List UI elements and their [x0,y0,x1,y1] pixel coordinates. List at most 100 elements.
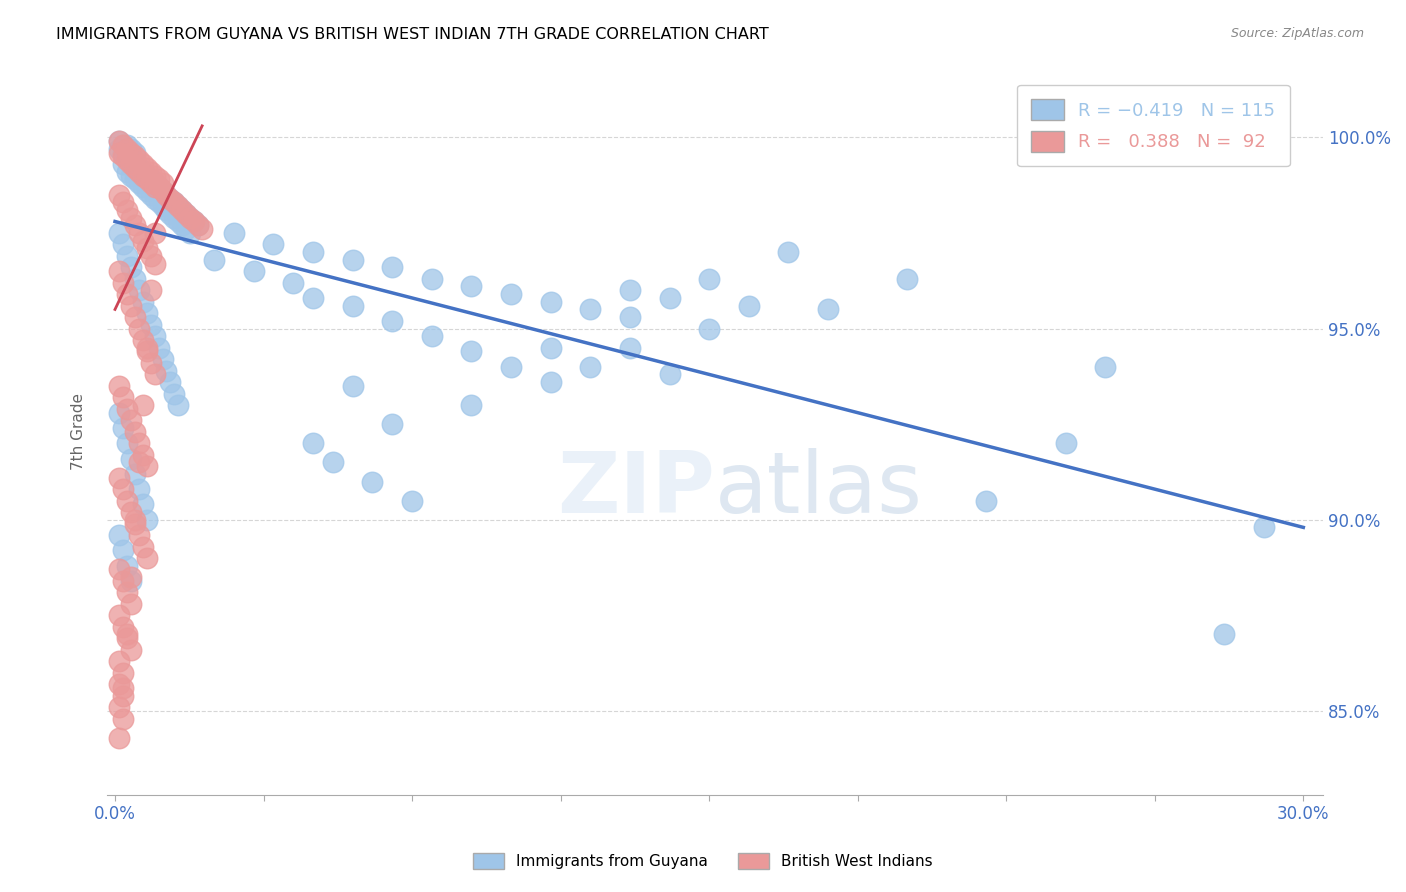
Point [111,145,134,160]
Point [124,467,146,481]
Point [124,272,146,286]
Point [460,279,482,293]
Point [139,283,162,297]
Point [135,169,157,183]
Point [128,165,150,179]
Point [132,448,155,462]
Point [155,187,177,202]
Point [143,226,166,240]
Point [115,436,138,450]
Point [420,272,443,286]
Point [143,192,166,206]
Point [135,306,157,320]
Point [108,700,131,714]
Point [896,272,918,286]
Point [159,192,181,206]
Point [115,142,138,156]
Point [183,214,205,228]
Point [342,252,364,267]
Point [120,299,142,313]
Point [120,145,142,160]
Point [124,145,146,160]
Point [124,161,146,175]
Point [155,363,177,377]
Point [128,153,150,168]
Point [191,222,214,236]
Point [179,226,201,240]
Point [108,187,131,202]
Point [108,654,131,668]
Point [697,272,720,286]
Point [115,287,138,301]
Point [111,482,134,496]
Point [1213,627,1236,641]
Point [658,368,681,382]
Point [262,237,284,252]
Point [115,249,138,263]
Point [120,153,142,168]
Point [120,574,142,588]
Point [139,165,162,179]
Point [302,291,325,305]
Point [128,226,150,240]
Point [172,219,194,233]
Point [132,180,155,194]
Point [152,199,174,213]
Point [159,375,181,389]
Point [283,276,305,290]
Point [128,283,150,297]
Point [187,219,209,233]
Point [540,375,562,389]
Point [128,528,150,542]
Point [120,260,142,275]
Point [120,413,142,427]
Point [135,172,157,186]
Point [143,368,166,382]
Point [540,341,562,355]
Point [132,157,155,171]
Point [135,344,157,359]
Point [120,157,142,171]
Point [658,291,681,305]
Point [148,341,170,355]
Point [120,597,142,611]
Point [108,264,131,278]
Point [167,214,190,228]
Point [817,302,839,317]
Point [139,187,162,202]
Point [124,516,146,531]
Point [124,172,146,186]
Point [115,149,138,163]
Point [111,157,134,171]
Point [460,344,482,359]
Point [152,352,174,367]
Point [579,302,602,317]
Point [143,180,166,194]
Point [132,169,155,183]
Point [124,157,146,171]
Point [111,421,134,435]
Point [1054,436,1077,450]
Point [381,417,404,431]
Text: atlas: atlas [716,449,924,532]
Point [152,176,174,190]
Point [176,207,198,221]
Point [619,341,641,355]
Point [111,620,134,634]
Point [132,540,155,554]
Point [697,321,720,335]
Point [183,214,205,228]
Point [579,359,602,374]
Point [159,192,181,206]
Point [108,226,131,240]
Point [148,172,170,186]
Point [120,570,142,584]
Point [139,172,162,186]
Point [115,138,138,153]
Point [401,493,423,508]
Point [108,731,131,745]
Point [139,318,162,332]
Point [172,202,194,217]
Point [115,202,138,217]
Point [163,211,186,225]
